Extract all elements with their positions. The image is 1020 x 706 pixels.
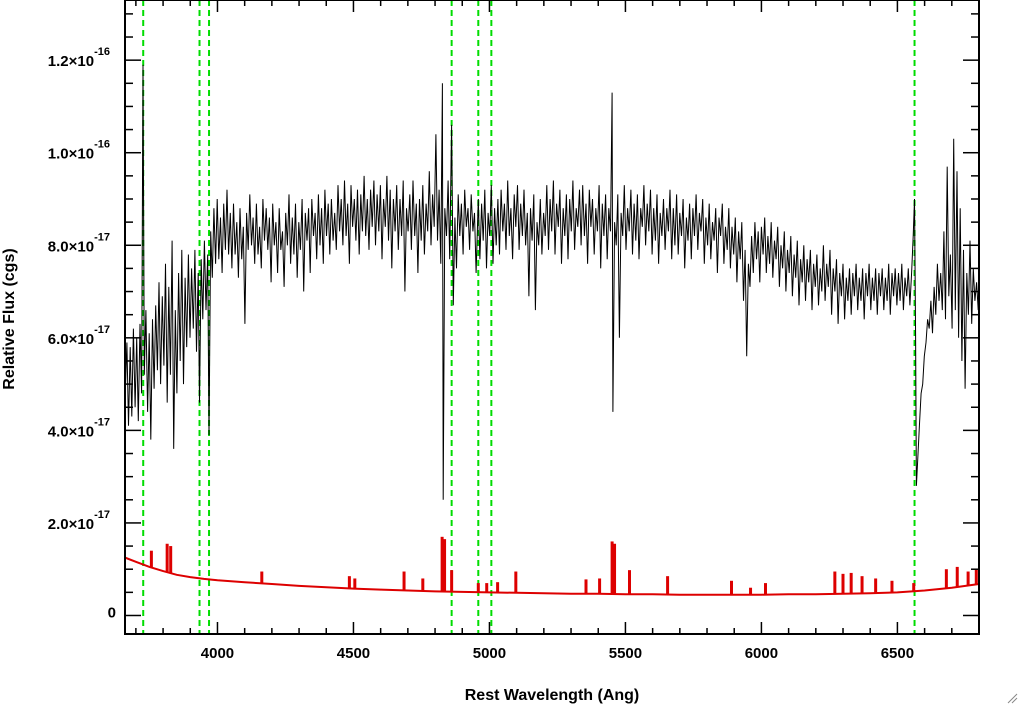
x-tick-label: 4500 — [337, 645, 370, 662]
x-tick-label: 6000 — [745, 645, 778, 662]
x-tick-label: 5500 — [609, 645, 642, 662]
y-tick-label: 8.0×10-17 — [48, 231, 110, 255]
resize-grip-icon[interactable] — [1006, 692, 1018, 704]
plot-frame — [124, 0, 980, 635]
y-tick-label: 4.0×10-17 — [48, 416, 110, 440]
error-spectrum-line — [124, 556, 980, 596]
y-tick-label: 2.0×10-17 — [48, 509, 110, 533]
x-tick-label: 6500 — [881, 645, 914, 662]
x-axis-label: Rest Wavelength (Ang) — [465, 687, 640, 704]
y-tick-label: 0 — [108, 604, 116, 621]
x-tick-label: 5000 — [473, 645, 506, 662]
y-axis-label: Relative Flux (cgs) — [1, 248, 18, 389]
axes: 4000 4500 5000 5500 6000 6500 0 2.0×10-17 4.0×10… — [48, 0, 980, 662]
y-tick-label: 1.2×10-16 — [48, 46, 110, 70]
observed-spectrum-line — [124, 64, 980, 500]
y-tick-label: 1.0×10-16 — [48, 139, 110, 163]
x-tick-label: 4000 — [201, 645, 234, 662]
spectrum-series — [124, 64, 980, 596]
y-tick-label: 6.0×10-17 — [48, 324, 110, 348]
